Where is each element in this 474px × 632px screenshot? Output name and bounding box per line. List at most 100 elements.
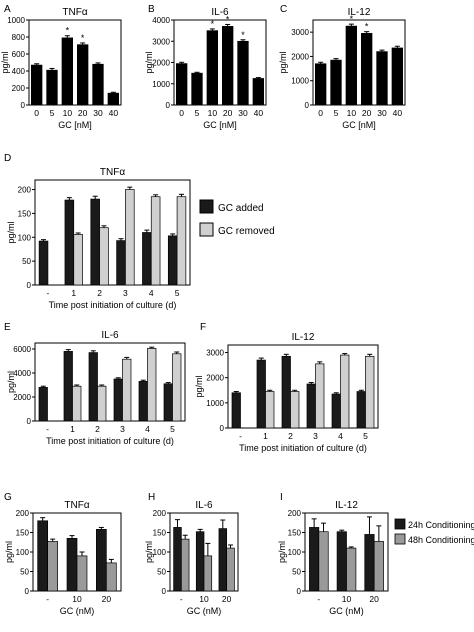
bar [113,378,123,422]
y-tick-label: 100 [288,548,302,557]
bar [116,240,126,286]
bar [360,33,373,106]
x-tick-label: 10 [63,108,73,118]
y-tick-label: 150 [153,529,167,538]
x-axis-label: GC [nM] [342,120,376,130]
y-tick-label: 1000 [206,399,224,408]
bar [191,72,203,106]
y-tick-label: 1000 [7,16,25,25]
bar [150,196,161,286]
plot-frame [227,344,379,429]
panel-letter: H [148,492,155,503]
bar [47,541,58,592]
y-tick-label: 200 [16,509,30,518]
y-tick-label: 600 [12,50,26,59]
y-tick-label: 100 [16,548,30,557]
y-tick-label: 50 [157,568,166,577]
bar [346,547,357,592]
bar [373,541,384,592]
bar [172,353,182,422]
x-tick-label: 5 [363,431,368,441]
bar [176,63,188,106]
legend-swatch-added [199,199,214,214]
y-tick-label: 3000 [152,37,170,46]
y-axis-label: pg/ml [144,51,154,73]
bar [231,392,241,429]
panel-letter: C [280,4,287,15]
bar [138,381,148,422]
bar [125,189,135,286]
y-axis-label: pg/ml [278,51,288,73]
y-axis-label: pg/ml [4,541,14,563]
bar [206,30,218,106]
x-tick-label: - [180,594,183,604]
x-tick-label: 2 [95,424,100,434]
legend-swatch-removed [199,222,214,237]
bar [30,64,43,106]
plot-frame [173,19,267,106]
bar [142,232,152,286]
significance-star: * [81,33,85,43]
y-axis-label: pg/ml [277,541,287,563]
bar [66,537,78,592]
y-axis-label: pg/ml [0,51,10,73]
y-tick-label: 0 [25,587,30,596]
x-axis-label: GC [nM] [203,120,237,130]
x-tick-label: 20 [223,108,233,118]
legend-conditioning: 24h Conditioning 48h Conditioning [394,518,474,545]
panel-c: C IL-12 pg/ml 0 1000 2000 3000 0 5 * 10 * 20 30 40 GC [… [278,4,406,130]
y-tick-label: 200 [18,186,32,195]
panel-title: IL-12 [292,332,315,343]
y-tick-label: 50 [20,568,29,577]
x-tick-label: 3 [313,431,318,441]
bar [306,383,316,429]
bar [336,531,347,592]
bar [376,51,388,106]
y-tick-label: 0 [21,101,26,110]
panel-letter: A [4,4,11,15]
x-tick-label: 2 [288,431,293,441]
bar [92,63,104,106]
x-tick-label: 20 [102,594,112,604]
panel-letter: E [4,322,11,333]
bar [318,531,329,592]
bar [63,351,73,422]
x-tick-label: 1 [71,288,76,298]
bar [314,63,327,106]
x-tick-label: 2 [97,288,102,298]
panel-title: IL-6 [195,500,213,511]
y-tick-label: 0 [297,587,302,596]
x-tick-label: 1 [263,431,268,441]
bar [391,47,404,106]
x-tick-label: - [46,288,49,298]
panel-f: F IL-12 pg/ml 0 1000 2000 3000 - 1 2 3 4 5 Time post … [194,322,379,453]
panel-title: TNFα [62,7,87,18]
x-tick-label: 20 [222,594,232,604]
plot-frame [34,342,186,422]
significance-star: * [365,22,369,32]
bar [281,355,291,429]
bar [37,520,49,592]
bar [330,59,342,106]
y-axis-label: pg/ml [144,541,154,563]
x-tick-label: 30 [238,108,248,118]
bar [252,78,264,106]
y-tick-label: 200 [12,84,26,93]
x-tick-label: 10 [72,594,82,604]
y-tick-label: 50 [292,568,301,577]
x-tick-label: - [317,594,320,604]
bar [77,44,89,106]
legend-swatch-24h [394,518,406,530]
bar [356,391,366,429]
significance-star: * [350,14,354,24]
bar [203,555,213,592]
bar [315,363,325,429]
x-tick-label: 20 [78,108,88,118]
bar [340,354,350,429]
x-tick-label: 10 [208,108,218,118]
y-tick-label: 0 [220,424,225,433]
x-tick-label: 0 [318,108,323,118]
y-tick-label: 2000 [291,52,309,61]
